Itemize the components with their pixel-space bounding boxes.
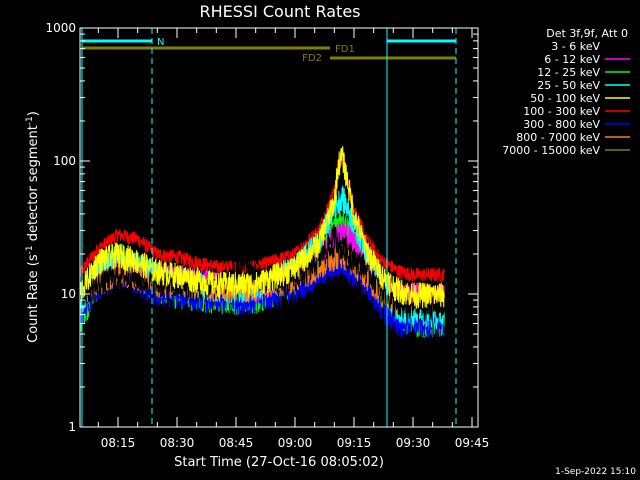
y-axis-label-end: ) <box>26 111 41 116</box>
x-tick-label: 08:30 <box>160 436 195 450</box>
legend-label-6: 100 - 300 keV <box>523 105 600 118</box>
plot-area: N FD1 FD2 <box>79 28 457 427</box>
legend-label-8: 800 - 7000 keV <box>516 131 600 144</box>
x-tick-label: 09:15 <box>337 436 372 450</box>
night-label: N <box>157 37 164 48</box>
series-line-6 <box>79 154 445 282</box>
legend-label-7: 300 - 800 keV <box>523 118 600 131</box>
plot-frame <box>79 27 479 428</box>
x-tick-label: 08:45 <box>219 436 254 450</box>
y-tick-label: 10 <box>61 287 76 301</box>
legend-label-2: 6 - 12 keV <box>544 53 600 66</box>
legend-label-3: 12 - 25 keV <box>537 66 600 79</box>
fd2-label: FD2 <box>302 53 322 64</box>
y-tick-label: 1000 <box>45 21 76 35</box>
x-tick-label: 09:45 <box>455 436 490 450</box>
y-axis-label-sup1: -1 <box>25 245 35 254</box>
chart-title: RHESSI Count Rates <box>200 2 361 21</box>
legend-header: Det 3f,9f, Att 0 <box>546 27 628 40</box>
timestamp: 1-Sep-2022 15:10 <box>555 467 636 477</box>
y-axis-label-mid: detector segment <box>26 125 41 245</box>
y-tick-label: 100 <box>53 154 76 168</box>
fd1-label: FD1 <box>335 44 355 55</box>
x-tick-label: 08:15 <box>101 436 136 450</box>
y-axis-label-sup2: -1 <box>25 116 35 125</box>
legend-label-9: 7000 - 15000 keV <box>502 144 600 157</box>
x-axis-label: Start Time (27-Oct-16 08:05:02) <box>174 455 384 470</box>
legend-label-1: 3 - 6 keV <box>551 40 600 53</box>
legend-label-5: 50 - 100 keV <box>530 92 600 105</box>
legend-label-4: 25 - 50 keV <box>537 79 600 92</box>
y-tick-label: 1 <box>68 420 76 434</box>
y-axis-label-main: Count Rate (s <box>26 254 41 343</box>
y-axis-label: Count Rate (s-1 detector segment-1) <box>25 111 41 343</box>
x-tick-label: 09:30 <box>396 436 431 450</box>
axis-ticks: 1 10 100 1000 08:15 08:30 08:45 09:00 09:15 09:30… <box>45 21 489 450</box>
series-line-5 <box>79 146 445 309</box>
x-tick-label: 09:00 <box>278 436 313 450</box>
